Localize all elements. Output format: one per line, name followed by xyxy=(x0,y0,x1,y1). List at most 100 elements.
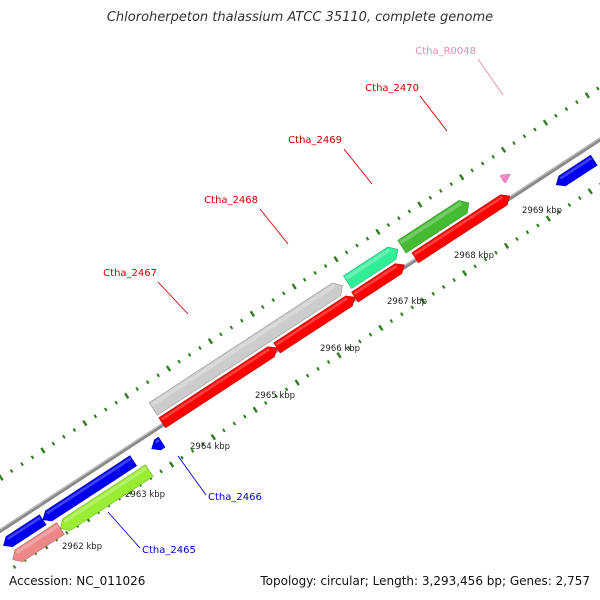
lower-tick xyxy=(358,339,362,344)
lower-tick xyxy=(336,352,342,359)
gene-highlight xyxy=(46,457,132,515)
scale-tick-label: 2964 kbp xyxy=(190,442,230,452)
upper-tick xyxy=(365,236,370,241)
gene-leader-line xyxy=(157,281,189,315)
upper-tick xyxy=(542,119,549,126)
upper-tick xyxy=(198,345,202,351)
lower-tick xyxy=(284,387,289,392)
lower-tick xyxy=(577,196,582,201)
gene-label: Ctha_2467 xyxy=(103,268,157,279)
gene-highlight xyxy=(160,348,271,421)
gene-body xyxy=(148,282,343,416)
upper-tick xyxy=(333,256,339,263)
upper-tick xyxy=(165,365,172,372)
lower-tick xyxy=(368,332,373,337)
gene-highlight xyxy=(345,248,391,280)
upper-tick xyxy=(584,92,591,99)
upper-tick xyxy=(249,310,256,318)
upper-tick xyxy=(313,270,317,275)
lower-tick xyxy=(389,319,394,324)
gene-label: Ctha_2465 xyxy=(142,545,196,556)
upper-tick xyxy=(449,182,454,187)
upper-tick xyxy=(93,414,98,419)
lower-tick xyxy=(201,441,205,446)
lower-tick xyxy=(210,433,217,441)
upper-tick xyxy=(187,352,192,357)
gene-leader-line xyxy=(259,208,289,245)
lower-tick xyxy=(180,455,184,460)
gene-block-right-blue xyxy=(555,154,598,187)
upper-tick xyxy=(260,304,265,310)
upper-tick xyxy=(595,86,600,91)
lower-tick xyxy=(515,237,519,242)
lower-tick xyxy=(232,421,237,426)
upper-tick xyxy=(240,318,244,323)
gene-label: Ctha_2470 xyxy=(365,83,419,94)
lower-tick xyxy=(168,461,175,468)
upper-tick xyxy=(491,154,495,159)
lower-tick xyxy=(347,346,352,351)
gene-body xyxy=(12,522,65,563)
gene-highlight xyxy=(559,157,593,180)
lower-tick xyxy=(305,373,310,378)
gene-block-2465 xyxy=(60,464,154,531)
lower-tick xyxy=(494,250,498,255)
gene-block-2468-b xyxy=(273,295,356,354)
lower-tick xyxy=(400,312,404,317)
gene-leader-line xyxy=(419,95,448,132)
upper-tick xyxy=(177,359,181,364)
lower-tick xyxy=(452,278,456,283)
gene-highlight xyxy=(150,284,336,407)
scale-tick-label: 2965 kbp xyxy=(255,391,295,401)
gene-highlight xyxy=(15,524,59,555)
gene-label: Ctha_R0048 xyxy=(415,46,476,57)
upper-tick xyxy=(522,134,527,139)
lower-tick xyxy=(242,414,247,419)
lower-tick xyxy=(461,270,468,277)
upper-tick xyxy=(271,298,276,303)
lower-tick xyxy=(326,360,331,365)
gene-body xyxy=(273,295,356,354)
lower-tick xyxy=(274,394,279,399)
gene-highlight xyxy=(399,201,462,245)
lower-tick xyxy=(483,257,488,262)
upper-tick xyxy=(355,243,359,248)
upper-tick xyxy=(459,174,465,181)
gene-highlight xyxy=(155,439,160,444)
upper-tick xyxy=(500,146,507,154)
gene-body xyxy=(60,464,154,531)
upper-tick xyxy=(438,188,443,193)
upper-tick xyxy=(323,264,328,269)
lower-tick xyxy=(420,297,426,304)
gene-leader-line xyxy=(107,511,141,549)
lower-tick xyxy=(431,291,436,296)
gene-leader-line xyxy=(343,148,373,185)
upper-tick xyxy=(386,223,391,228)
upper-tick xyxy=(512,141,516,146)
lower-tick xyxy=(159,469,163,474)
upper-tick xyxy=(20,462,24,467)
lower-tick xyxy=(222,428,226,433)
upper-tick xyxy=(135,386,139,391)
upper-tick xyxy=(82,419,88,427)
upper-tick xyxy=(291,283,297,290)
lower-tick xyxy=(410,305,415,310)
accession-label: Accession: NC_011026 xyxy=(9,574,146,588)
gene-body xyxy=(158,346,278,429)
gene-block-2466 xyxy=(151,436,166,451)
gene-block-2469-cds xyxy=(342,246,399,289)
upper-tick xyxy=(0,474,4,481)
gene-block-left-blue xyxy=(3,514,47,548)
lower-tick xyxy=(473,264,477,269)
scale-tick-label: 2962 kbp xyxy=(62,542,102,552)
gene-body xyxy=(555,154,598,187)
upper-tick xyxy=(124,392,130,399)
lower-tick xyxy=(503,242,510,250)
upper-tick xyxy=(156,373,160,378)
lower-tick xyxy=(587,188,593,195)
upper-tick xyxy=(103,407,108,412)
gene-body xyxy=(411,194,511,264)
gene-body xyxy=(151,436,166,451)
gene-block-left-pink xyxy=(12,522,65,563)
